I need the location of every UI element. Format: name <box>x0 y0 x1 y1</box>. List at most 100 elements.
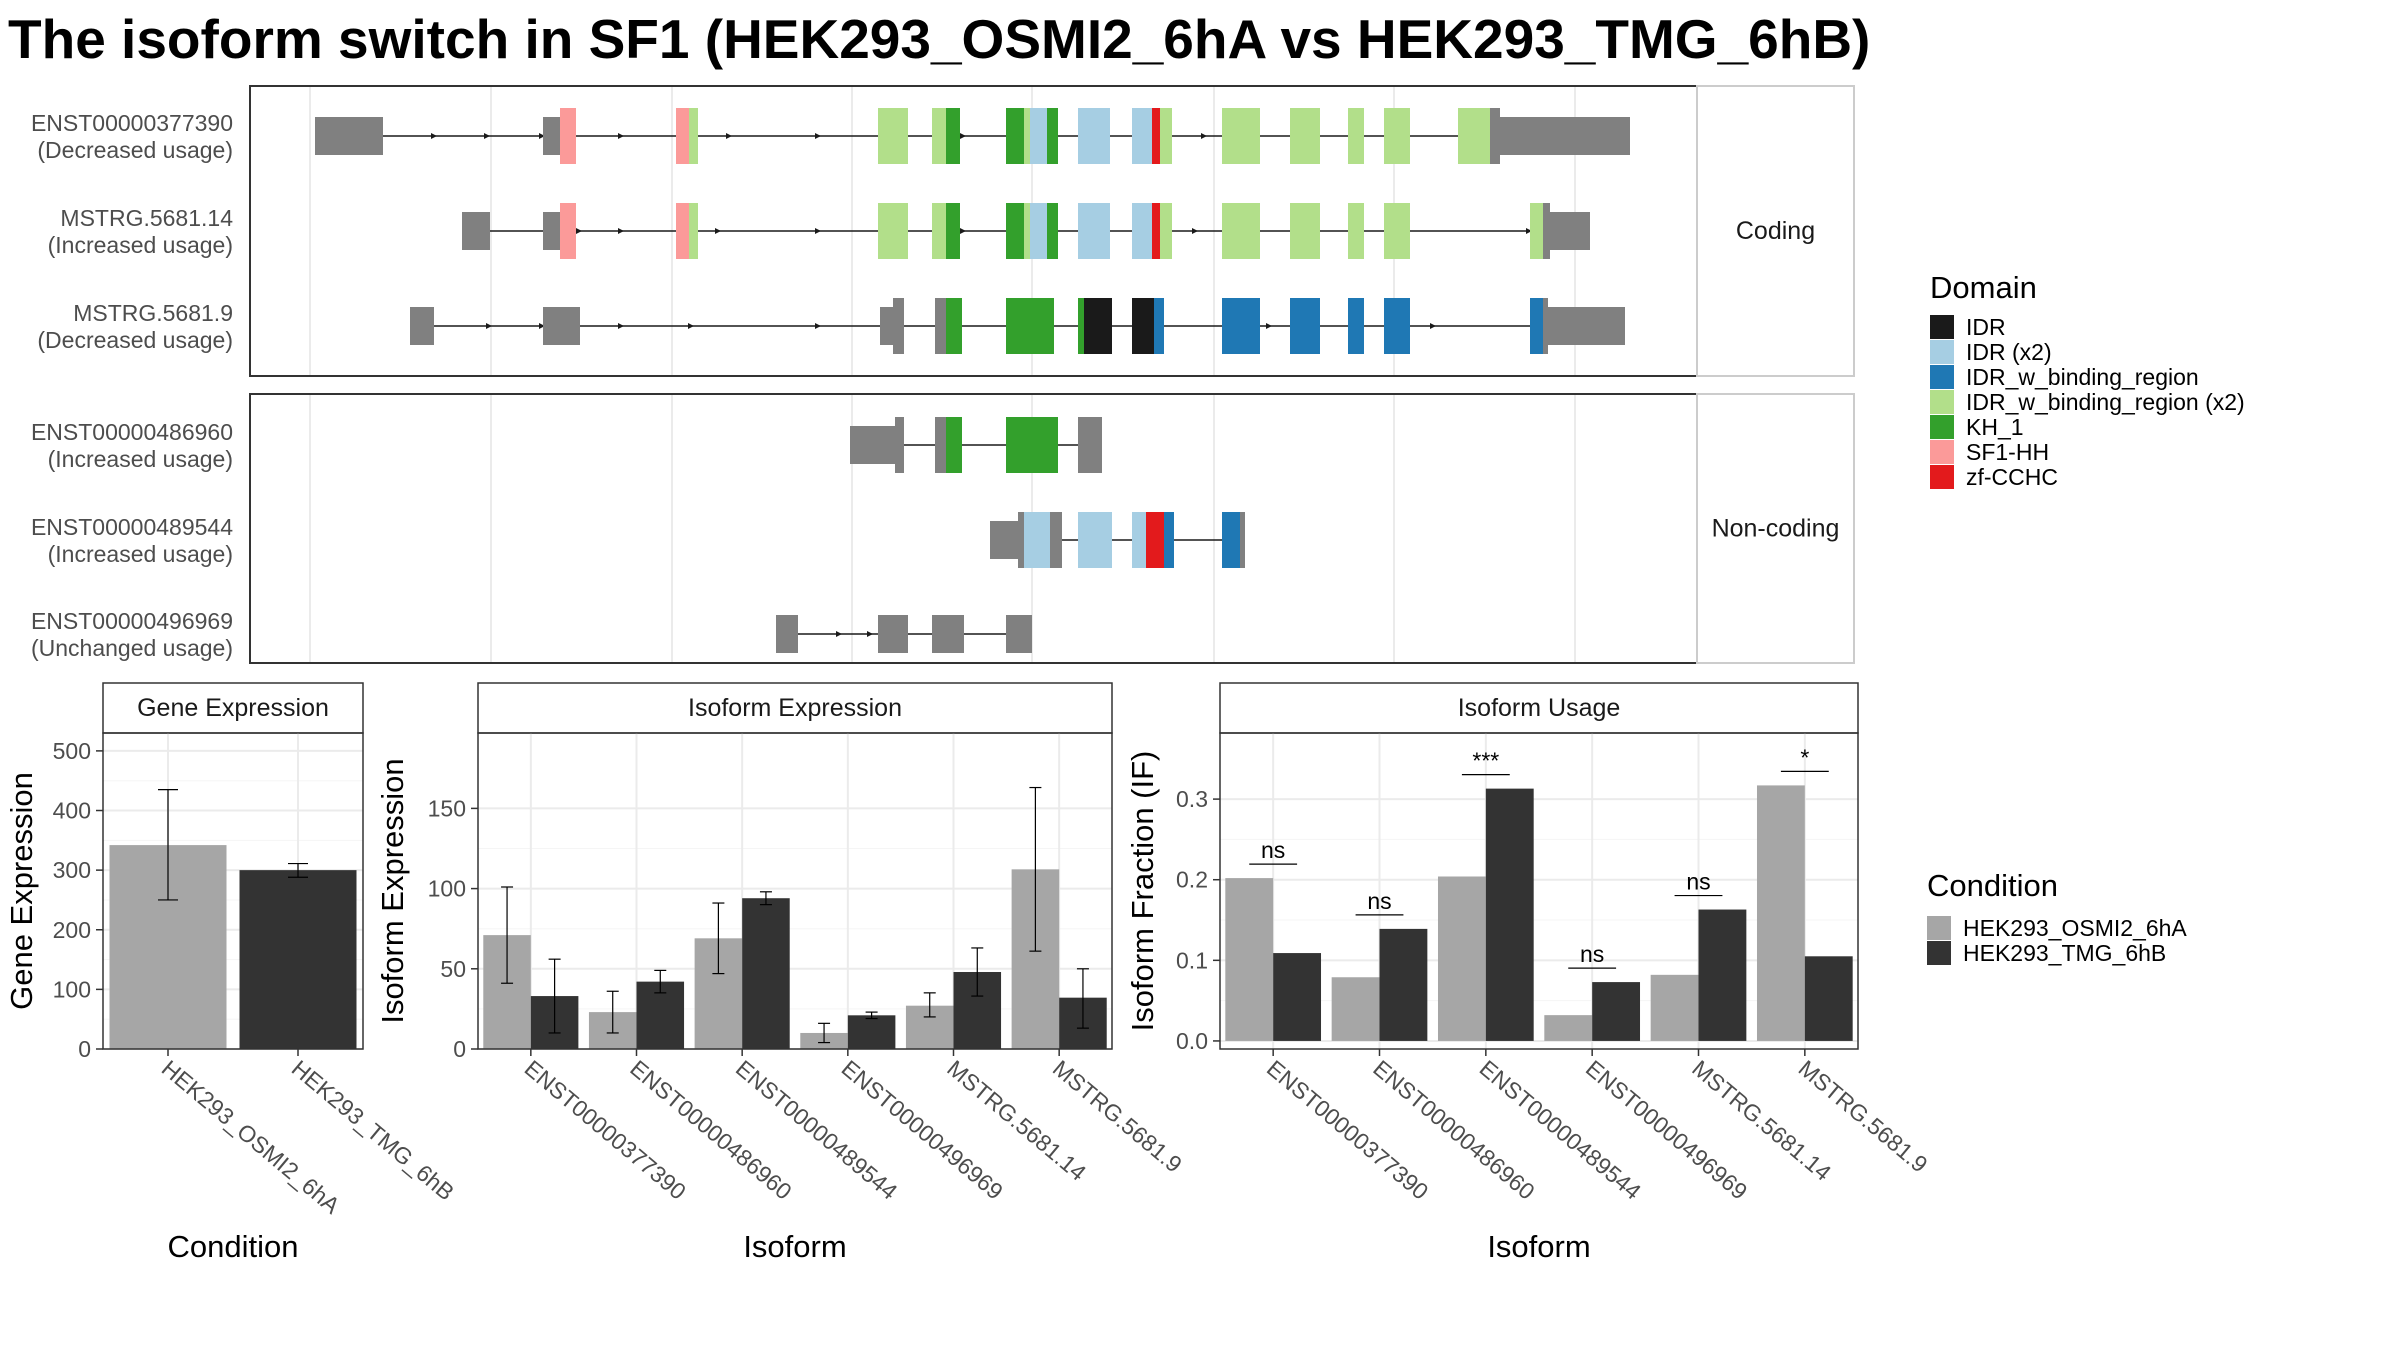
intron-arrow <box>1266 323 1272 329</box>
domain-legend-title: Domain <box>1930 270 2037 305</box>
transcript-name-label: ENST00000377390 <box>31 110 233 136</box>
intron-arrow <box>815 133 821 139</box>
coding-exon <box>1030 108 1047 164</box>
transcript-track <box>410 298 1625 354</box>
utr-exon <box>880 307 893 345</box>
significance-label: ns <box>1367 888 1391 914</box>
y-axis-title: Gene Expression <box>4 772 39 1010</box>
coding-exon <box>1078 203 1110 259</box>
domain-legend-key <box>1930 390 1954 414</box>
coding-exon <box>895 417 904 473</box>
coding-exon <box>1024 203 1030 259</box>
coding-exon <box>1222 298 1260 354</box>
coding-exon <box>1132 108 1152 164</box>
structure-panel-bg <box>250 394 1697 663</box>
coding-exon <box>946 203 960 259</box>
coding-exon <box>1530 203 1543 259</box>
coding-exon <box>1132 298 1154 354</box>
bar <box>1592 982 1641 1041</box>
coding-exon <box>1078 108 1110 164</box>
x-axis-title: Isoform <box>1487 1229 1590 1264</box>
transcript-track <box>776 615 1032 653</box>
y-tick-label: 200 <box>53 917 91 943</box>
coding-exon <box>1348 108 1364 164</box>
bar <box>1544 1015 1593 1041</box>
transcript-usage-label: (Decreased usage) <box>37 137 233 163</box>
intron-arrow <box>688 323 694 329</box>
utr-exon <box>543 117 560 155</box>
coding-exon <box>1290 203 1320 259</box>
intron-arrow <box>618 323 624 329</box>
coding-exon <box>1164 512 1174 568</box>
y-tick-label: 500 <box>53 738 91 764</box>
y-tick-label: 100 <box>428 876 466 902</box>
bar <box>239 870 357 1049</box>
coding-exon <box>1030 203 1047 259</box>
coding-exon <box>1290 298 1320 354</box>
utr-exon <box>1548 307 1625 345</box>
utr-exon <box>543 212 560 250</box>
transcript-structure-panel: CodingNon-codingENST00000377390(Decrease… <box>31 85 1855 664</box>
transcript-name-label: ENST00000489544 <box>31 514 233 540</box>
coding-exon <box>1543 298 1548 354</box>
coding-exon <box>1006 108 1024 164</box>
x-axis-title: Isoform <box>743 1229 846 1264</box>
significance-label: ns <box>1686 869 1710 895</box>
coding-exon <box>1160 108 1172 164</box>
significance-label: ns <box>1261 837 1285 863</box>
utr-exon <box>1500 117 1630 155</box>
domain-legend-key <box>1930 365 1954 389</box>
coding-exon <box>676 108 689 164</box>
chart-title: Isoform Usage <box>1458 694 1621 722</box>
facet-strip <box>477 682 1113 734</box>
intron-arrow <box>618 133 624 139</box>
coding-exon <box>689 108 698 164</box>
coding-exon <box>560 203 576 259</box>
coding-exon <box>935 417 946 473</box>
utr-exon <box>850 426 895 464</box>
isoform-expression-chart: Isoform Expression050100150ENST000003773… <box>375 682 1187 1264</box>
figure-title: The isoform switch in SF1 (HEK293_OSMI2_… <box>8 8 1870 70</box>
domain-legend-key <box>1930 340 1954 364</box>
coding-exon <box>1047 108 1058 164</box>
y-tick-label: 300 <box>53 857 91 883</box>
transcript-name-label: MSTRG.5681.14 <box>60 205 233 231</box>
domain-legend-label: SF1-HH <box>1966 439 2049 465</box>
coding-exon <box>1348 298 1364 354</box>
coding-exon <box>1384 298 1410 354</box>
domain-legend-label: IDR_w_binding_region <box>1966 364 2199 390</box>
intron-arrow <box>431 133 437 139</box>
utr-exon <box>776 615 798 653</box>
chart-title: Gene Expression <box>137 694 329 722</box>
transcript-usage-label: (Unchanged usage) <box>31 635 233 661</box>
coding-exon <box>1348 203 1364 259</box>
coding-exon <box>560 108 576 164</box>
coding-exon <box>1132 512 1146 568</box>
intron-arrow <box>1430 323 1436 329</box>
coding-exon <box>932 203 946 259</box>
significance-label: * <box>1800 744 1809 770</box>
intron-arrow <box>815 323 821 329</box>
coding-exon <box>878 203 908 259</box>
intron-arrow <box>960 133 966 139</box>
significance-label: *** <box>1472 748 1499 774</box>
transcript-usage-label: (Increased usage) <box>48 446 233 472</box>
bar <box>1225 878 1274 1041</box>
domain-legend-key <box>1930 415 1954 439</box>
coding-exon <box>1078 298 1084 354</box>
utr-exon <box>410 307 434 345</box>
chart-panel-border <box>477 732 1113 1050</box>
y-tick-label: 0.2 <box>1176 867 1208 893</box>
bar <box>1698 909 1747 1041</box>
coding-exon <box>676 203 689 259</box>
utr-exon <box>543 307 580 345</box>
condition-legend-label: HEK293_TMG_6hB <box>1963 940 2166 966</box>
bar <box>1437 876 1486 1041</box>
y-tick-label: 50 <box>440 956 466 982</box>
chart-panel-border <box>1219 732 1859 1050</box>
domain-legend-key <box>1930 315 1954 339</box>
coding-exon <box>1006 298 1054 354</box>
facet-strip-label: Coding <box>1736 217 1815 245</box>
